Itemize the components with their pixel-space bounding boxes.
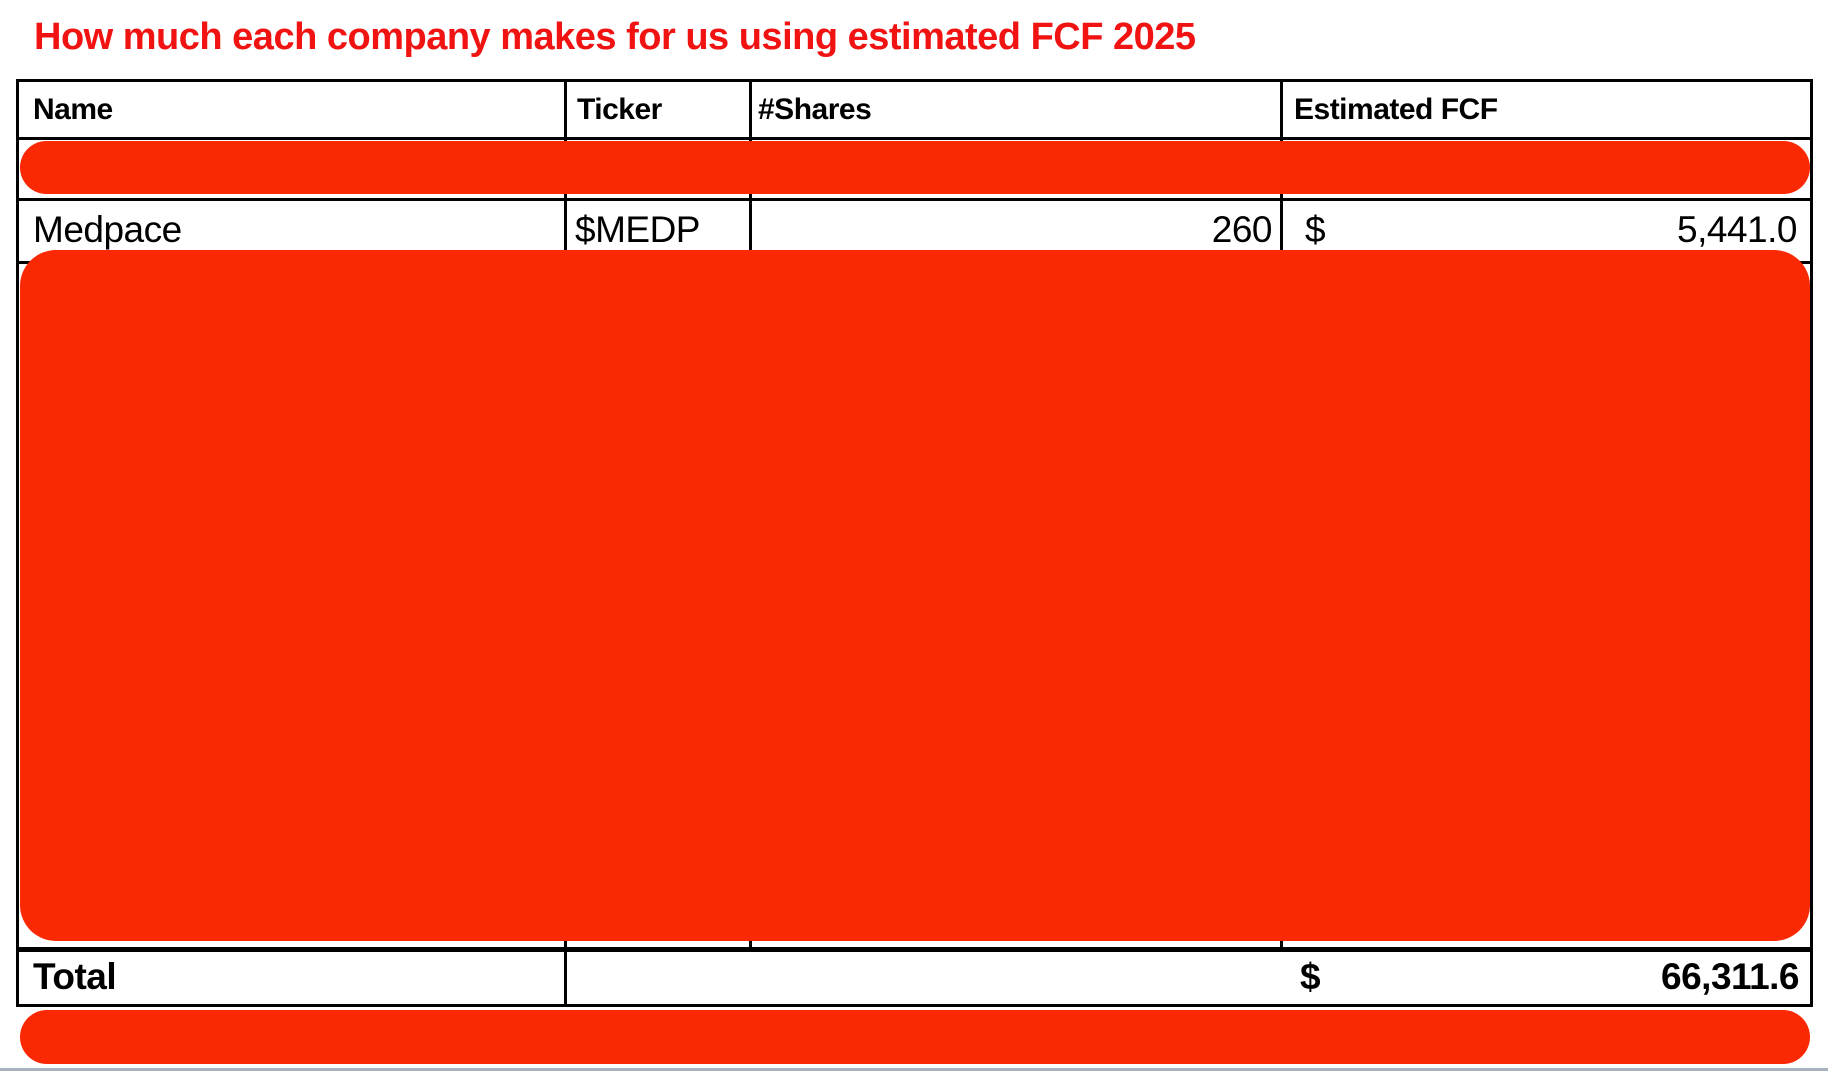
window-bottom-edge — [0, 1068, 1828, 1071]
header-ticker: Ticker — [577, 92, 662, 126]
row-divider — [19, 198, 1810, 201]
total-value: 66,311.6 — [1661, 956, 1799, 997]
cell-ticker: $MEDP — [575, 209, 700, 250]
cell-currency-symbol: $ — [1305, 209, 1326, 250]
total-currency-symbol: $ — [1300, 956, 1321, 997]
cell-estimated-fcf: 5,441.0 — [1677, 209, 1797, 250]
header-bottom-border — [19, 137, 1810, 140]
header-shares: #Shares — [758, 92, 872, 126]
total-label: Total — [33, 956, 117, 997]
page-title: How much each company makes for us using… — [34, 16, 1196, 58]
redaction-block-table-body — [20, 250, 1810, 941]
header-name: Name — [33, 92, 113, 126]
total-row-top-border — [19, 947, 1810, 952]
header-estimated-fcf: Estimated FCF — [1294, 92, 1498, 126]
cell-name: Medpace — [33, 209, 182, 250]
cell-shares: 260 — [1211, 209, 1273, 250]
redaction-bar-row-1 — [20, 141, 1810, 194]
redaction-bar-below-table — [20, 1010, 1810, 1064]
